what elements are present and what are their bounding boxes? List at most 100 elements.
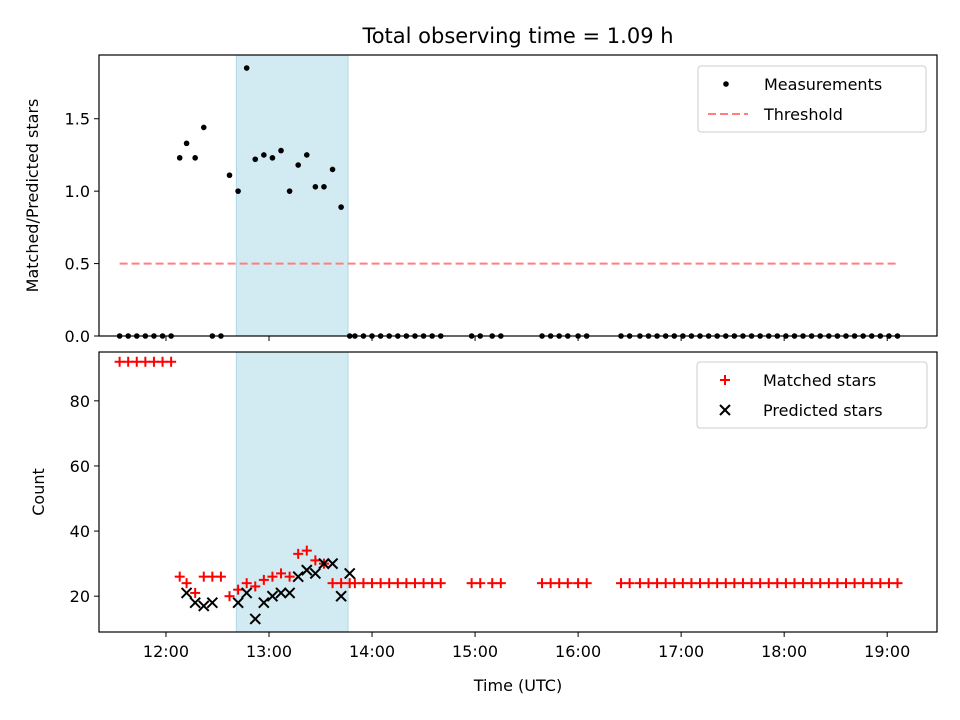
measurement-point	[312, 184, 319, 190]
matched-point	[427, 578, 438, 589]
matched-point	[327, 578, 338, 589]
matched-point	[409, 578, 420, 589]
y-tick-label: 60	[70, 457, 90, 476]
predicted-point	[249, 613, 261, 625]
matched-point	[624, 578, 635, 589]
highlight-span	[235, 54, 349, 337]
matched-point	[703, 578, 714, 589]
matched-point	[780, 578, 791, 589]
matched-point	[267, 571, 278, 582]
matched-point	[643, 578, 654, 589]
matched-point	[148, 356, 159, 367]
axes-frame	[98, 54, 938, 337]
predicted-point	[266, 590, 279, 602]
legend: Measurements Threshold	[697, 65, 927, 133]
predicted-point	[292, 570, 304, 583]
matched-point	[581, 578, 592, 589]
y-axis-label: Count	[29, 468, 48, 516]
predicted-point	[309, 567, 322, 580]
axes-frame	[98, 351, 938, 633]
matched-point	[233, 584, 244, 595]
matched-point	[190, 587, 201, 598]
legend-marker-dot	[723, 81, 729, 87]
x-tick-label: 17:00	[658, 642, 704, 661]
matched-point	[207, 571, 218, 582]
matched-point	[806, 578, 817, 589]
x-tick-label: 15:00	[452, 642, 498, 661]
matched-point	[140, 356, 151, 367]
matched-point	[131, 356, 142, 367]
matched-point	[746, 578, 757, 589]
legend-box	[697, 65, 927, 133]
matched-point	[823, 578, 834, 589]
y-tick-label: 1.5	[65, 110, 90, 129]
x-tick-label: 12:00	[143, 642, 189, 661]
measurement-point	[183, 140, 190, 147]
legend-label: Predicted stars	[763, 401, 883, 420]
series-predicted-stars	[180, 557, 356, 625]
y-tick-label: 40	[70, 522, 90, 541]
matched-point	[652, 578, 663, 589]
predicted-point	[240, 587, 253, 599]
predicted-point	[206, 596, 219, 609]
matched-point	[858, 578, 869, 589]
x-tick-label: 19:00	[864, 642, 910, 661]
matched-point	[537, 578, 548, 589]
measurement-point	[226, 172, 233, 179]
predicted-point	[335, 590, 347, 602]
y-tick-label: 80	[70, 392, 90, 411]
matched-point	[418, 578, 429, 589]
y-tick-label: 20	[70, 587, 90, 606]
matched-point	[241, 578, 252, 589]
matched-point	[815, 578, 826, 589]
predicted-point	[232, 596, 244, 609]
matched-point	[554, 578, 565, 589]
matched-point	[174, 571, 185, 582]
matched-point	[349, 578, 360, 589]
y-axis-label: Matched/Predicted stars	[23, 99, 42, 293]
matched-point	[495, 578, 506, 589]
ratio-panel: 0.0 0.5 1.0 1.5 Matched/Predicted stars Measu…	[23, 54, 938, 346]
matched-point	[487, 578, 498, 589]
matched-point	[849, 578, 860, 589]
matched-point	[166, 356, 177, 367]
matched-point	[616, 578, 627, 589]
x-axis-label: Time (UTC)	[473, 676, 562, 695]
matched-point	[866, 578, 877, 589]
matched-point	[798, 578, 809, 589]
matched-point	[276, 568, 287, 579]
predicted-point	[258, 596, 270, 609]
series-matched-stars	[114, 356, 903, 602]
predicted-point	[180, 587, 193, 599]
matched-point	[729, 578, 740, 589]
measurement-point	[338, 204, 344, 210]
measurement-point	[243, 65, 250, 71]
matched-point	[789, 578, 800, 589]
matched-point	[677, 578, 688, 589]
matched-point	[123, 356, 134, 367]
matched-point	[660, 578, 671, 589]
predicted-point	[283, 587, 296, 599]
matched-point	[695, 578, 706, 589]
x-tick-label: 13:00	[246, 642, 292, 661]
chart-title: Total observing time = 1.09 h	[361, 24, 673, 48]
matched-point	[224, 591, 235, 602]
matched-point	[545, 578, 556, 589]
measurement-point	[269, 155, 276, 161]
matched-point	[832, 578, 843, 589]
count-panel: 20 40 60 80 12:00 13:00 14:00 15:00 16:00 17:00 18…	[29, 351, 938, 661]
matched-point	[466, 578, 477, 589]
measurement-point	[321, 184, 327, 190]
predicted-point	[326, 557, 339, 570]
matched-point	[336, 578, 347, 589]
matched-point	[157, 356, 168, 367]
matched-point	[215, 571, 226, 582]
measurement-point	[200, 124, 207, 131]
matched-point	[892, 578, 903, 589]
matched-point	[840, 578, 851, 589]
matched-point	[763, 578, 774, 589]
matched-point	[712, 578, 723, 589]
matched-point	[293, 548, 304, 559]
measurement-point	[252, 156, 259, 163]
predicted-point	[301, 564, 313, 576]
